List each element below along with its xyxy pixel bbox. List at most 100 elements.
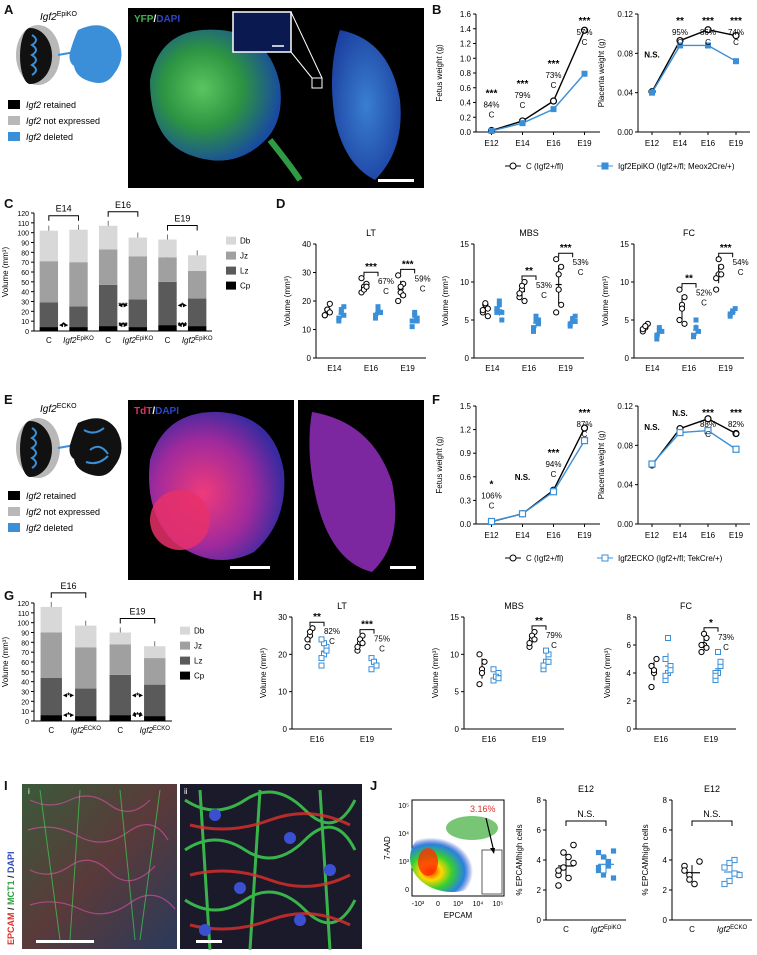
sig-stars: N.S.	[515, 473, 531, 482]
data-point-mutant	[412, 312, 418, 318]
inset-label-i: i	[28, 787, 30, 796]
x-tick-label: Igf2ECKO	[71, 726, 102, 735]
data-point-c	[363, 283, 370, 290]
legend-deleted: Igf2 deleted	[26, 132, 73, 142]
sig-pct: 54%	[733, 258, 749, 267]
data-point-c	[516, 290, 523, 297]
y-tick-label: 0	[307, 354, 312, 363]
y-tick-label: 15	[620, 240, 629, 249]
sig-c: C	[677, 38, 683, 47]
point-Igf2ECKO	[648, 460, 656, 468]
chart-J-epi: 0 2 4 6 8 % EPCAMhigh cells E12 C Igf2EpiKO N.S.	[515, 784, 626, 934]
panel-letter-d: D	[276, 196, 286, 211]
legend-label-Lz: Lz	[240, 267, 248, 276]
y-tick-label: 10	[278, 688, 287, 697]
data-point-mutant	[543, 647, 549, 654]
data-point-c	[696, 858, 703, 865]
y-tick-label: 10	[302, 326, 311, 335]
y-tick-label: 5	[455, 688, 460, 697]
data-point-mutant	[610, 875, 617, 881]
y-tick-label: 0.12	[617, 402, 633, 411]
gate-arrowhead	[490, 848, 495, 854]
x-tick-label: Igf2EpiKO	[122, 336, 153, 345]
bracket	[309, 621, 325, 627]
data-point-c	[560, 849, 567, 856]
x-tick-label: E12	[645, 531, 660, 540]
data-point-c	[553, 256, 560, 263]
data-point-mutant	[662, 656, 669, 662]
data-point-c	[681, 867, 688, 874]
y-tick-label: 0.12	[617, 10, 633, 19]
sig-pct: 57%	[576, 28, 592, 37]
arrow	[62, 693, 75, 698]
chart-title: FC	[680, 601, 692, 611]
bar-segment-Db	[128, 237, 148, 257]
y-tick-label: 0.08	[617, 49, 633, 58]
x-tick-label: 0	[436, 901, 440, 908]
y-tick-label: 10	[620, 278, 629, 287]
chart-F-fetus: 0.0 0.3 0.6 0.9 1.2 1.5 Fetus weight (g) E12 E14…	[435, 402, 600, 540]
data-point-c	[681, 294, 688, 301]
bar-segment-Lz	[40, 677, 62, 716]
y-axis-label: % EPCAMhigh cells	[515, 824, 524, 895]
legend-marker-c	[509, 554, 517, 562]
y-tick-label: 70	[21, 260, 29, 267]
panel-a: Igf2EpiKO Igf2 retained Igf2 not express…	[8, 8, 424, 188]
y-tick-label: 0.3	[460, 496, 472, 505]
panel-e-genotype: Igf2ECKO	[40, 403, 77, 415]
data-point-mutant	[567, 323, 573, 329]
data-point-c	[718, 271, 725, 278]
bar-segment-Jz	[75, 647, 97, 689]
y-tick-label: 6	[537, 826, 542, 835]
data-point-mutant	[654, 336, 660, 342]
legend-marker-mutant	[601, 162, 609, 170]
point-C	[580, 424, 589, 432]
y-tick-label: 0.6	[460, 84, 472, 93]
bar-segment-Db	[39, 230, 59, 262]
sig-stars: ***	[402, 259, 414, 270]
legend-marker-c	[509, 162, 517, 170]
sig-c: C	[551, 81, 557, 90]
y-axis-label: Placenta weight (g)	[597, 430, 606, 499]
x-tick-label: Igf2EpiKO	[182, 336, 213, 345]
data-point-c	[326, 300, 333, 307]
y-tick-label: 0	[25, 329, 29, 336]
sig-mark: *	[136, 691, 140, 700]
sig-pct: 67%	[378, 277, 394, 286]
y-tick-label: 0.9	[460, 449, 472, 458]
sig-stars: N.S.	[644, 51, 660, 60]
data-point-c	[681, 320, 688, 327]
y-tick-label: 80	[21, 640, 29, 647]
y-axis-label: Volume (mm³)	[601, 276, 610, 327]
data-point-mutant	[338, 309, 344, 315]
data-point-c	[555, 867, 562, 874]
y-tick-label: 30	[21, 300, 29, 307]
bracket	[718, 252, 734, 258]
micrograph-i	[22, 784, 177, 949]
x-tick-label: E16	[546, 139, 561, 148]
sig-stars: *	[709, 618, 713, 629]
sig-stars: ***	[548, 59, 560, 70]
y-axis-label: Volume (mm³)	[1, 637, 10, 688]
bracket	[691, 820, 733, 826]
sig-pct: 95%	[672, 28, 688, 37]
x-axis-label: EPCAM	[444, 911, 473, 920]
y-tick-label: 0.6	[460, 473, 472, 482]
sig-stars: *	[490, 479, 494, 490]
y-tick-label: 1.2	[460, 426, 472, 435]
stain-label-yfp: YFP/DAPI	[134, 14, 180, 25]
x-tick-label: E12	[484, 139, 499, 148]
group-label: E19	[174, 214, 190, 224]
sig-c: C	[489, 111, 495, 120]
x-tick-label: C	[563, 925, 569, 934]
y-axis-label: Volume (mm³)	[603, 648, 612, 699]
data-point-mutant	[368, 666, 375, 673]
data-point-c	[304, 636, 311, 643]
data-point-c	[304, 643, 311, 650]
data-point-mutant	[715, 649, 721, 655]
x-tick-label: -10³	[412, 901, 425, 908]
point-Igf2EpiKO	[519, 120, 526, 127]
y-tick-label: 0.0	[460, 520, 472, 529]
